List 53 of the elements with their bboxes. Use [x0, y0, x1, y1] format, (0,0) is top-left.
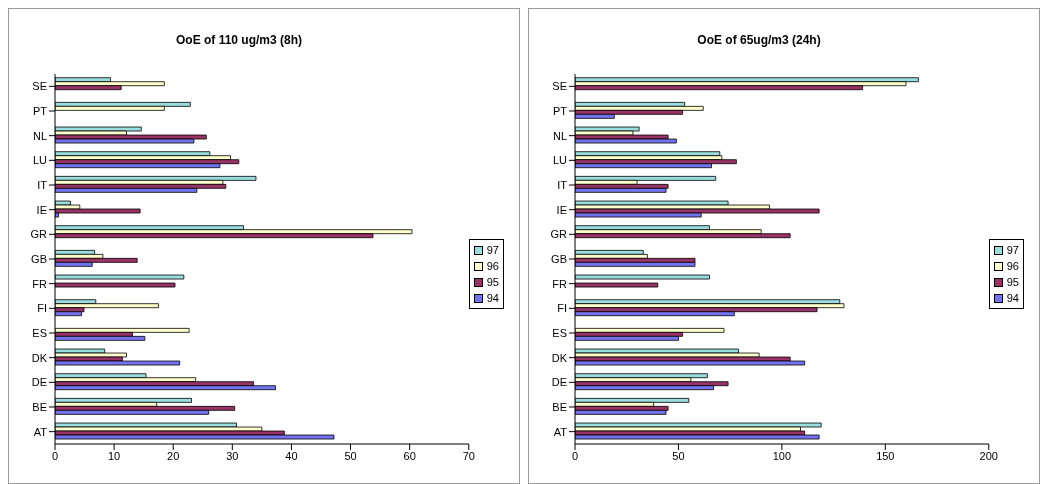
x-tick-label: 100 — [772, 449, 792, 462]
x-tick-label: 30 — [226, 449, 239, 462]
y-tick-label: DK — [551, 351, 568, 364]
y-tick-label: ES — [552, 326, 567, 339]
y-tick-label: BE — [552, 400, 567, 413]
x-tick-label: 40 — [285, 449, 298, 462]
y-tick-label: LU — [32, 154, 48, 167]
legend-label: 96 — [486, 259, 499, 274]
x-tick-label: 150 — [876, 449, 895, 462]
y-tick-label: PT — [552, 104, 568, 117]
y-tick-label: FI — [557, 302, 567, 315]
y-tick-label: GB — [31, 252, 47, 265]
x-tick-label: 50 — [344, 449, 357, 462]
legend-label: 95 — [486, 275, 499, 290]
legend-label: 94 — [486, 291, 499, 306]
y-tick-label: IT — [557, 178, 568, 191]
y-tick-label: NL — [552, 129, 567, 142]
y-tick-label: FR — [552, 277, 568, 290]
y-tick-label: FI — [37, 302, 47, 315]
y-tick-label: DE — [31, 376, 47, 389]
y-tick-label: DE — [551, 376, 567, 389]
y-tick-label: IE — [36, 203, 47, 216]
legend-label: 94 — [1006, 291, 1019, 306]
x-tick-label: 50 — [672, 449, 685, 462]
y-tick-label: FR — [32, 277, 48, 290]
y-tick-label: NL — [32, 129, 47, 142]
y-tick-label: PT — [32, 104, 48, 117]
x-tick-label: 0 — [51, 449, 59, 462]
y-tick-label: GR — [550, 228, 568, 241]
y-tick-label: LU — [552, 154, 568, 167]
chart-title: OoE of 65ug/m3 (24h) — [696, 33, 822, 47]
x-tick-label: 0 — [571, 449, 579, 462]
y-tick-label: BE — [32, 400, 47, 413]
legend-label: 96 — [1006, 259, 1019, 274]
y-tick-label: SE — [32, 80, 47, 93]
x-tick-label: 10 — [107, 449, 121, 462]
legend-label: 97 — [1006, 243, 1019, 258]
y-tick-label: IE — [556, 203, 567, 216]
y-tick-label: ES — [32, 326, 47, 339]
x-tick-label: 60 — [403, 449, 416, 462]
x-tick-label: 70 — [462, 449, 475, 462]
x-tick-label: 200 — [979, 449, 998, 462]
legend-label: 95 — [1006, 275, 1019, 290]
y-tick-label: DK — [31, 351, 48, 364]
x-tick-label: 20 — [167, 449, 180, 462]
y-tick-label: GR — [30, 228, 48, 241]
y-tick-label: IT — [37, 178, 48, 191]
y-tick-label: GB — [551, 252, 567, 265]
legend-label: 97 — [486, 243, 499, 258]
y-tick-label: SE — [552, 80, 567, 93]
y-tick-label: AT — [553, 425, 568, 438]
y-tick-label: AT — [33, 425, 48, 438]
chart-title: OoE of 110 ug/m3 (8h) — [175, 33, 303, 47]
